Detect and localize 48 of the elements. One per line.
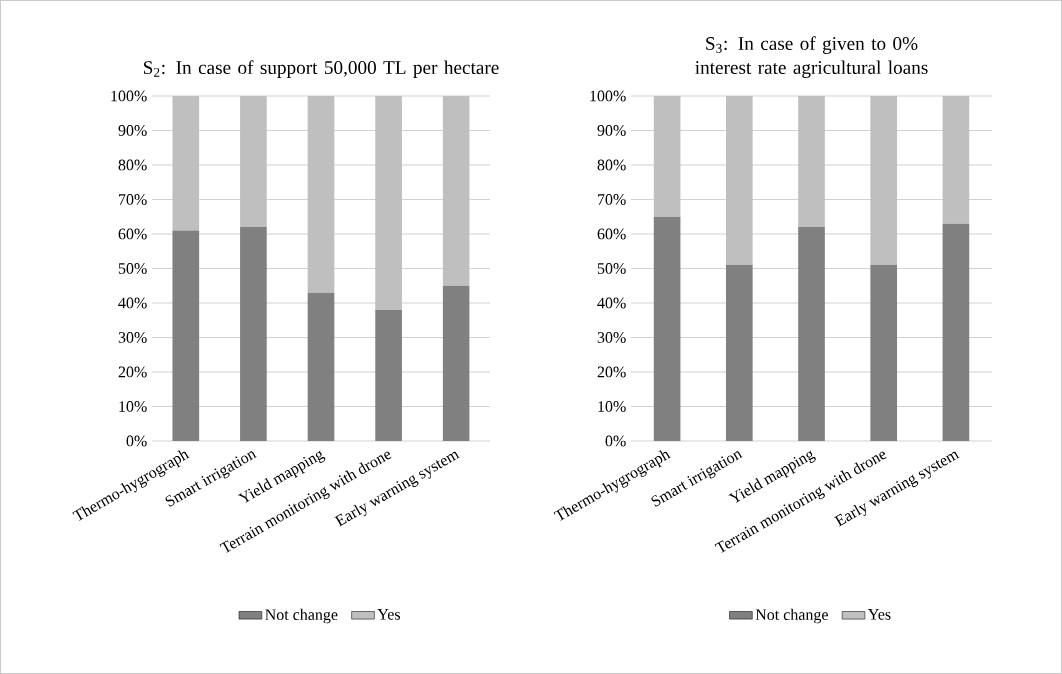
bar: [653, 95, 681, 217]
bar: [870, 265, 898, 441]
y-tick-label: 40%: [597, 297, 626, 309]
y-tick-label: 10%: [119, 401, 147, 412]
legend-label: Yes: [868, 609, 891, 620]
legend-label: Not change: [265, 608, 338, 624]
bar: [870, 95, 898, 266]
chart-title: S$_{3}$: In case of given to 0% interest rate agricultural loans: [695, 36, 928, 78]
bar: [653, 216, 681, 441]
bar: [375, 95, 402, 310]
bar: [240, 227, 267, 441]
y-tick-label: 70%: [119, 194, 147, 205]
y-tick-label: 60%: [118, 228, 147, 240]
bar: [798, 227, 825, 441]
y-tick-label: 90%: [118, 125, 147, 136]
bar: [442, 95, 470, 286]
bar: [442, 285, 470, 441]
y-tick-label: 100%: [590, 90, 626, 102]
y-tick-label: 10%: [598, 401, 626, 412]
y-tick-label: 30%: [118, 332, 147, 343]
y-tick-label: 70%: [598, 194, 626, 205]
y-tick-label: 40%: [118, 297, 147, 309]
y-tick-label: 30%: [597, 332, 626, 343]
bar: [172, 95, 200, 231]
y-tick-label: 80%: [597, 159, 626, 171]
bar: [375, 309, 402, 441]
y-tick-label: 0%: [126, 435, 147, 447]
bar: [725, 265, 753, 441]
bar: [240, 95, 267, 228]
bar: [942, 95, 970, 224]
y-tick-label: 100%: [111, 90, 147, 102]
y-tick-label: 50%: [597, 263, 626, 274]
bar: [307, 95, 335, 293]
bar: [942, 223, 970, 441]
bar: [798, 95, 825, 228]
legend-label: Yes: [377, 609, 401, 620]
y-tick-label: 20%: [597, 366, 626, 378]
legend-label: Not change: [755, 608, 828, 624]
bar: [307, 292, 335, 441]
y-tick-label: 90%: [597, 125, 626, 136]
y-tick-label: 80%: [118, 159, 147, 171]
y-tick-label: 50%: [118, 263, 147, 274]
y-tick-label: 20%: [118, 366, 147, 378]
bar: [172, 230, 200, 441]
y-tick-label: 0%: [605, 435, 626, 447]
bar: [725, 95, 753, 266]
y-tick-label: 60%: [597, 228, 626, 240]
chart-title: S$_{2}$: In case of support 50,000 TL per hectare: [144, 60, 499, 78]
